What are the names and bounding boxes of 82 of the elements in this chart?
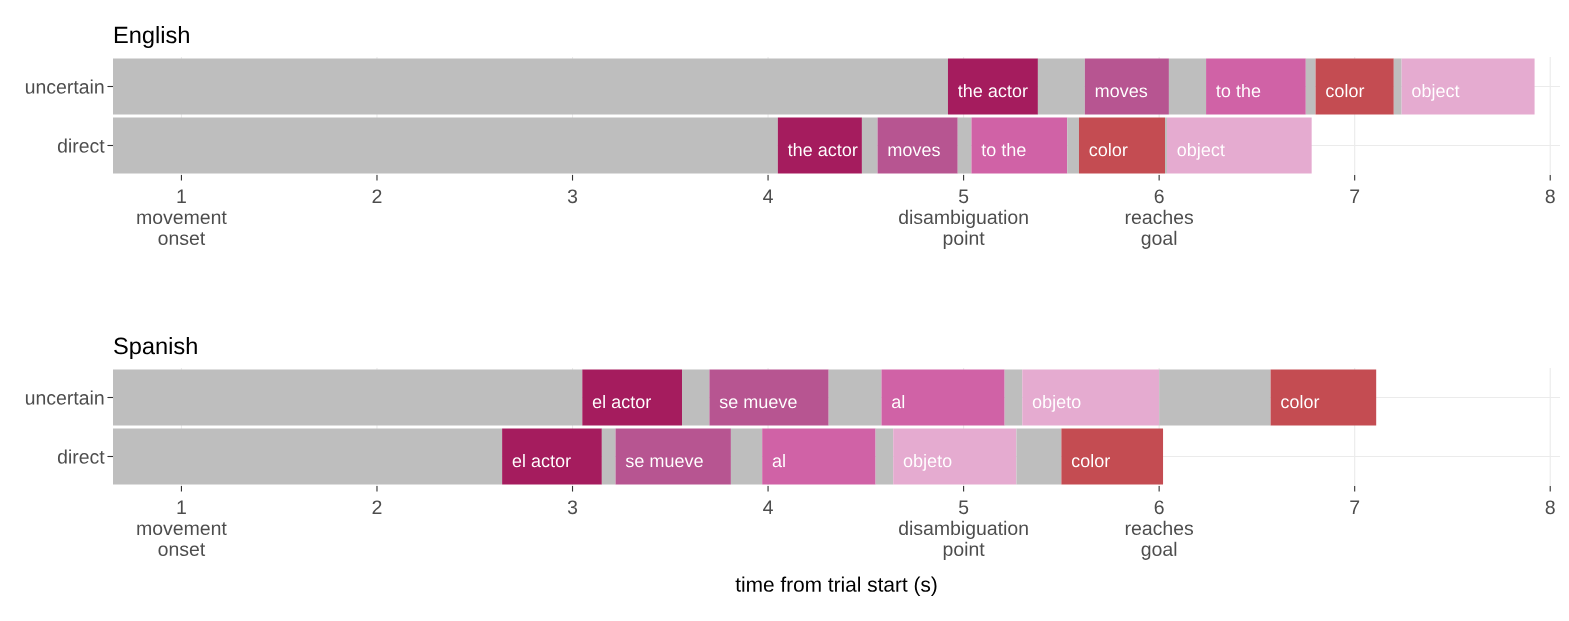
bar — [1401, 58, 1535, 115]
bar — [893, 428, 1017, 485]
bar — [730, 428, 763, 485]
bar — [1393, 58, 1402, 115]
bar — [615, 428, 731, 485]
x-tick-label: 7 — [1350, 500, 1360, 514]
y-tick-label: uncertain — [25, 390, 104, 405]
bar — [601, 428, 616, 485]
series-label: se mueve — [719, 398, 797, 409]
x-tick-label: 1 movement onset — [137, 189, 227, 246]
series-label: to the — [1216, 83, 1261, 98]
series-label: al — [892, 394, 905, 409]
y-tick-label: uncertain — [25, 79, 104, 94]
bar — [1159, 369, 1271, 426]
x-axis-title: time from trial start (s) — [735, 576, 937, 596]
x-tick-label: 1 movement onset — [137, 500, 227, 557]
text: color — [1071, 453, 1110, 468]
bar — [1078, 117, 1166, 174]
chart-title: Spanish — [114, 337, 197, 360]
x-tick-label: 2 — [372, 189, 382, 203]
text: se mueve — [625, 457, 703, 468]
chart-title: English — [114, 26, 189, 49]
bar — [1166, 117, 1312, 174]
bar — [1315, 58, 1394, 115]
bar — [113, 369, 583, 426]
bar — [971, 117, 1068, 174]
bar — [947, 58, 1038, 115]
series-label: color — [1281, 394, 1320, 409]
bar — [682, 369, 710, 426]
x-tick-label: 6 reaches goal — [1125, 189, 1194, 249]
bar — [762, 428, 876, 485]
bar — [957, 117, 972, 174]
bar — [1206, 58, 1306, 115]
text: the actor — [958, 83, 1028, 98]
bar — [881, 369, 1005, 426]
series-label: el actor — [512, 453, 571, 468]
x-tick-label: 8 — [1545, 189, 1555, 204]
text: moves — [888, 146, 940, 157]
x-tick-label: 4 — [763, 189, 773, 203]
bar — [1067, 117, 1079, 174]
text: to the — [981, 142, 1026, 157]
x-tick-label: 3 — [567, 500, 578, 515]
text: color — [1326, 83, 1365, 98]
series-label: objeto — [903, 453, 952, 471]
bar — [709, 369, 829, 426]
series-label: object — [1177, 142, 1225, 160]
bar — [1061, 428, 1164, 485]
x-tick-label: 5 disambiguation point — [899, 500, 1028, 560]
x-tick-label: 5 disambiguation point — [899, 189, 1028, 249]
bar — [1016, 428, 1062, 485]
series-label: the actor — [787, 142, 858, 157]
text: objeto — [1032, 394, 1081, 412]
x-tick-label: 2 — [372, 500, 382, 514]
text: al — [772, 453, 785, 468]
bar — [861, 117, 878, 174]
bar — [113, 428, 503, 485]
bar — [1022, 369, 1160, 426]
series-label: color — [1089, 142, 1128, 157]
x-tick-label: 8 — [1545, 500, 1555, 515]
bar — [113, 58, 948, 115]
x-tick-label: 6 reaches goal — [1125, 500, 1194, 560]
bar — [828, 369, 882, 426]
bar — [875, 428, 894, 485]
bar — [1084, 58, 1169, 115]
bar — [582, 369, 683, 426]
text: el actor — [592, 394, 651, 409]
bar — [502, 428, 602, 485]
bar — [777, 117, 862, 174]
y-tick-label: direct — [57, 449, 105, 464]
x-tick-label: 7 — [1350, 189, 1360, 203]
y-tick-label: direct — [57, 138, 105, 153]
x-tick-label: 4 — [763, 500, 773, 514]
bar — [1037, 58, 1085, 115]
bar — [877, 117, 958, 174]
text: object — [1412, 83, 1460, 101]
bar — [1004, 369, 1023, 426]
bar — [1305, 58, 1316, 115]
x-tick-label: 3 — [567, 189, 578, 204]
bar — [1168, 58, 1207, 115]
bar — [1270, 369, 1377, 426]
series-label: moves — [1095, 87, 1148, 98]
bar — [113, 117, 778, 174]
